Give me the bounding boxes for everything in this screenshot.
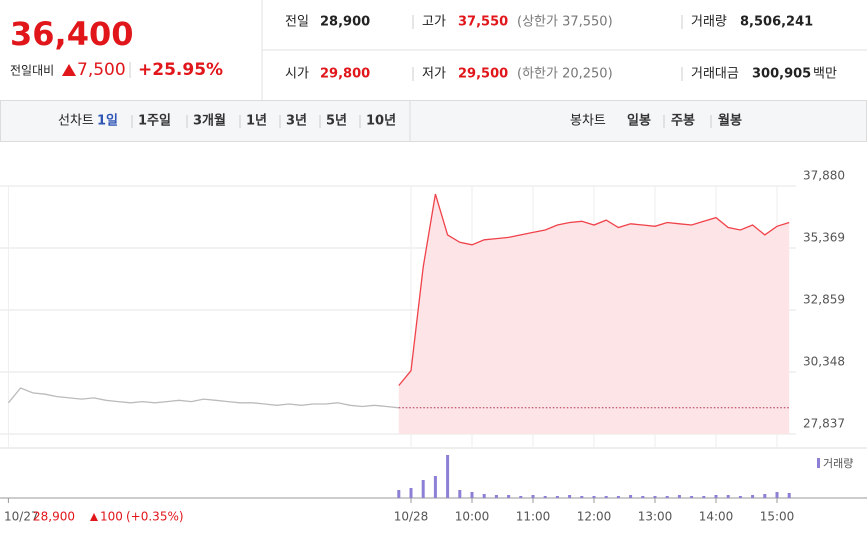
volume-bar (421, 480, 425, 498)
volume-bar (738, 496, 742, 498)
tab[interactable]: 10년 (366, 114, 396, 129)
volume-bar (507, 495, 511, 498)
x-tick-label: 11:00 (516, 510, 551, 524)
area (398, 194, 790, 434)
x-tick-label: 14:00 (699, 510, 734, 524)
volume-bar (702, 496, 706, 498)
tab[interactable]: 5년 (326, 114, 347, 129)
volume-bar (641, 496, 645, 498)
up-arrow (62, 64, 76, 76)
legend-label: 거래량 (823, 457, 853, 470)
y-tick-label: 27,837 (803, 417, 845, 431)
volume-bar (555, 496, 559, 498)
volume-bar (433, 476, 437, 498)
volume-bar (629, 495, 633, 498)
y-tick-label: 30,348 (803, 354, 845, 368)
price-line (7, 387, 399, 409)
volume-bar (458, 490, 462, 498)
volume-bar (519, 496, 523, 498)
stat-label: 전일 (285, 15, 309, 30)
volume-bar (726, 495, 730, 498)
stat-note: (상한가 37,550) (517, 15, 613, 30)
volume-bar (531, 495, 535, 498)
volume-bar (616, 496, 620, 498)
prev-change: 100 (100, 510, 123, 524)
up-arrow (90, 513, 98, 521)
volume-bar (470, 492, 474, 498)
volume-bar (494, 495, 498, 498)
stat-label: 거래량 (691, 15, 727, 30)
volume-bar (690, 496, 694, 498)
price: 36,400 (10, 15, 133, 53)
stat-label: 고가 (422, 15, 446, 30)
volume-bar (751, 495, 755, 498)
tab[interactable]: 주봉 (671, 114, 695, 129)
x-tick-label: 10/27 (4, 510, 39, 524)
volume-bar (714, 495, 718, 498)
tab-bar (0, 100, 867, 142)
volume-bar (482, 494, 486, 498)
stat-note: (하한가 20,250) (517, 67, 613, 82)
stat-value: 28,900 (320, 15, 370, 30)
volume-bar (409, 488, 413, 498)
change: 7,500 (77, 60, 126, 80)
tab[interactable]: 3년 (286, 114, 307, 129)
tab[interactable]: 1주일 (138, 114, 171, 129)
volume-bar (677, 495, 681, 498)
volume-bar (763, 494, 767, 498)
tab-group-label: 선차트 (58, 114, 94, 129)
volume-bar (604, 496, 608, 498)
volume-bar (397, 490, 401, 498)
stat-label: 거래대금 (691, 67, 739, 82)
change-label: 전일대비 (10, 64, 54, 78)
stat-value: 29,800 (320, 67, 370, 82)
volume-bar (775, 492, 779, 498)
stat-value: 29,500 (458, 67, 508, 82)
stat-value: 300,905 (752, 67, 811, 82)
stat-label: 시가 (285, 67, 309, 82)
tab[interactable]: 1년 (246, 114, 267, 129)
legend-swatch (817, 458, 820, 468)
price-line (398, 193, 790, 386)
volume-bar (665, 496, 669, 498)
x-tick-label: 13:00 (638, 510, 673, 524)
volume-bar (787, 493, 791, 498)
tab[interactable]: 일봉 (627, 114, 651, 129)
volume-bar (543, 496, 547, 498)
volume-bar (653, 496, 657, 498)
stat-value: 37,550 (458, 15, 508, 30)
y-tick-label: 35,369 (803, 231, 845, 245)
y-tick-label: 37,880 (803, 169, 845, 183)
change-rate: +25.95% (138, 60, 223, 80)
prev-close: 28,900 (33, 510, 75, 524)
tab-group-label: 봉차트 (570, 114, 606, 129)
stat-value: 8,506,241 (740, 15, 813, 30)
volume-bar (580, 496, 584, 498)
stat-unit: 백만 (813, 67, 837, 82)
tab[interactable]: 1일 (97, 114, 118, 129)
tab[interactable]: 월봉 (718, 113, 742, 129)
x-tick-label: 10:00 (455, 510, 490, 524)
stat-label: 저가 (422, 67, 446, 82)
prev-rate: (+0.35%) (126, 510, 184, 524)
volume-bar (592, 496, 596, 498)
x-tick-label: 15:00 (760, 510, 795, 524)
x-tick-label: 12:00 (577, 510, 612, 524)
tab[interactable]: 3개월 (193, 113, 226, 129)
volume-bar (568, 495, 572, 498)
y-tick-label: 32,859 (803, 292, 845, 306)
volume-bar (446, 455, 450, 498)
x-tick-label: 10/28 (394, 510, 429, 524)
